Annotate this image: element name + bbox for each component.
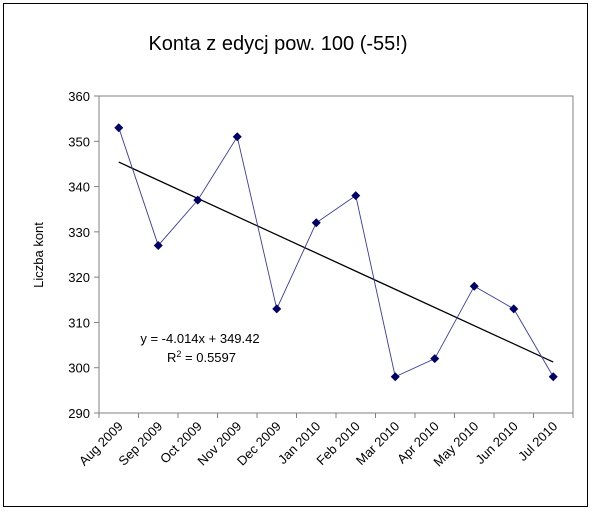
chart-frame: [3, 3, 588, 507]
y-tick-label: 350: [68, 134, 90, 149]
data-point: [153, 240, 163, 250]
x-tick-label: Dec 2009: [234, 419, 284, 469]
plot-area: [98, 95, 574, 414]
data-point: [351, 191, 361, 201]
y-tick-label: 310: [68, 315, 90, 330]
data-point: [469, 281, 479, 291]
trendline-group: [118, 161, 554, 363]
y-axis-label: Liczba kont: [31, 222, 46, 288]
data-point: [430, 354, 440, 364]
trendline-equation: y = -4.014x + 349.42: [140, 331, 259, 346]
y-tick-label: 360: [68, 89, 90, 104]
series-line: [118, 127, 554, 378]
data-point: [311, 218, 321, 228]
data-point: [390, 372, 400, 382]
y-tick-label: 300: [68, 361, 90, 376]
r2-value: = 0.5597: [181, 350, 236, 365]
y-tick-label: 340: [68, 180, 90, 195]
y-axis: 290 300 310 320 330 340 350 360: [68, 89, 99, 421]
data-point: [272, 304, 282, 314]
y-tick-label: 290: [68, 406, 90, 421]
x-tick-label: Jun 2010: [472, 419, 520, 467]
data-point: [193, 195, 203, 205]
data-point: [548, 372, 558, 382]
y-tick-label: 330: [68, 225, 90, 240]
trendline-r-squared: R2 = 0.5597: [167, 349, 236, 365]
r2-superscript: 2: [176, 349, 181, 359]
trendline: [118, 161, 554, 363]
chart-title: Konta z edycj pow. 100 (-55!): [148, 33, 407, 55]
y-tick-label: 320: [68, 270, 90, 285]
x-tick-label: Jul 2010: [515, 419, 560, 464]
x-tick-label: Mar 2010: [353, 419, 402, 468]
data-point: [114, 123, 124, 133]
series-group: [114, 123, 558, 382]
x-tick-label: Sep 2009: [115, 419, 165, 469]
r2-label: R: [167, 350, 176, 365]
data-point: [509, 304, 519, 314]
data-point: [232, 132, 242, 142]
